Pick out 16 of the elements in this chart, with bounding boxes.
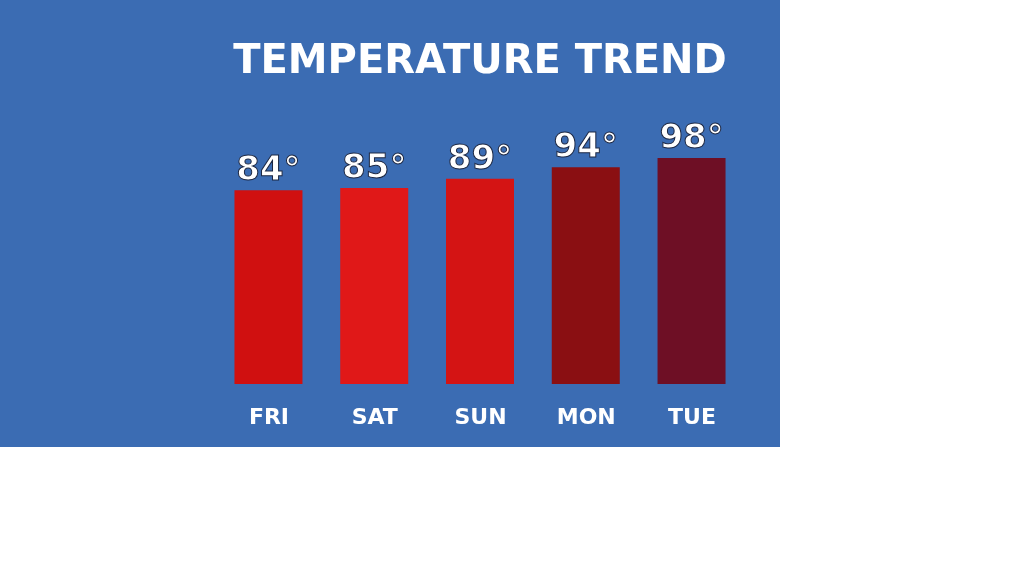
data-label: 84° — [236, 148, 301, 189]
bar — [234, 190, 303, 384]
bar — [657, 158, 726, 384]
x-tick-label: TUE — [668, 403, 716, 429]
x-tick-label: SUN — [454, 403, 507, 429]
x-tick-label: SAT — [351, 403, 398, 429]
data-label: 94° — [553, 125, 618, 166]
data-label: 98° — [659, 116, 724, 156]
bar — [340, 187, 409, 384]
bar — [446, 178, 514, 384]
x-tick-label: MON — [556, 403, 616, 429]
bar — [551, 167, 620, 384]
data-label: 85° — [342, 145, 407, 186]
data-label: 89° — [447, 136, 513, 177]
x-tick-label: FRI — [248, 403, 290, 429]
chart-title: TEMPERATURE TREND — [233, 36, 727, 82]
